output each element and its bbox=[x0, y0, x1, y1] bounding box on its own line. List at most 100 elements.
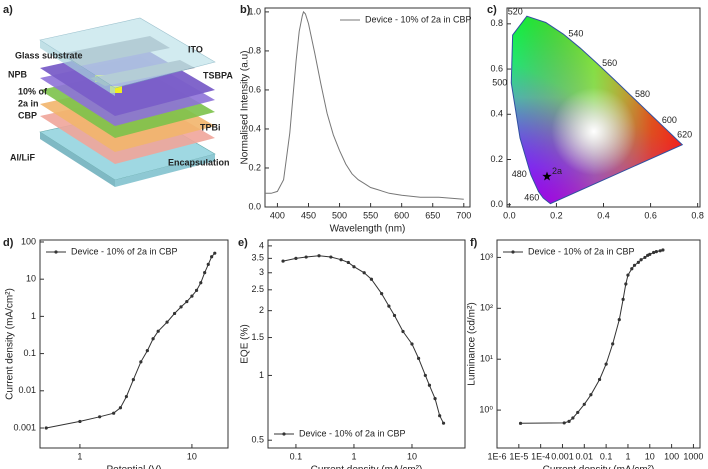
data-point bbox=[190, 294, 194, 298]
y-tick-label: 100 bbox=[21, 236, 36, 246]
panel-label: e) bbox=[238, 237, 248, 249]
y-tick-label: 0.2 bbox=[490, 154, 503, 164]
y-tick-label: 0.4 bbox=[248, 123, 261, 133]
x-tick-label: 500 bbox=[332, 210, 347, 220]
data-point bbox=[369, 277, 374, 281]
y-tick-label: 1.0 bbox=[248, 6, 261, 16]
panel-label: a) bbox=[3, 4, 13, 16]
data-point bbox=[112, 411, 116, 415]
diagram-label: CBP bbox=[18, 110, 37, 120]
plot-frame bbox=[267, 239, 466, 449]
y-tick-label: 2.5 bbox=[251, 284, 264, 294]
gamut-color bbox=[511, 16, 683, 204]
x-tick-label: 450 bbox=[301, 210, 316, 220]
y-tick-label: 3.5 bbox=[251, 253, 264, 263]
cie-point-label: 2a bbox=[552, 166, 562, 176]
x-tick-label: 0.4 bbox=[597, 210, 610, 220]
panel-label: f) bbox=[470, 237, 478, 249]
x-tick-label: 0.001 bbox=[551, 451, 574, 461]
wavelength-label: 560 bbox=[602, 58, 617, 68]
plot-frame bbox=[496, 239, 701, 449]
wavelength-label: 580 bbox=[635, 89, 650, 99]
panel-label: b) bbox=[240, 4, 251, 16]
data-point bbox=[131, 377, 135, 382]
legend-marker bbox=[282, 432, 286, 436]
data-point bbox=[652, 250, 656, 255]
data-point bbox=[199, 281, 203, 285]
data-point bbox=[654, 250, 658, 254]
data-point bbox=[185, 299, 189, 304]
x-tick-label: 0.8 bbox=[691, 210, 704, 220]
data-point bbox=[317, 254, 321, 258]
data-point bbox=[304, 255, 308, 259]
y-axis-label: EQE (%) bbox=[240, 324, 251, 363]
data-point bbox=[423, 373, 427, 378]
x-tick-label: 550 bbox=[363, 210, 378, 220]
panel-label: d) bbox=[3, 237, 14, 249]
y-tick-label: 3 bbox=[259, 267, 264, 277]
y-tick-label: 0.001 bbox=[13, 422, 36, 432]
y-tick-label: 1.5 bbox=[251, 332, 264, 342]
data-point bbox=[410, 342, 414, 346]
data-point bbox=[145, 349, 149, 353]
y-axis-label: Current density (mA/cm²) bbox=[5, 288, 16, 400]
data-point bbox=[151, 337, 155, 341]
x-tick-label: 0.1 bbox=[600, 451, 613, 461]
data-point bbox=[433, 397, 437, 401]
data-point bbox=[571, 416, 575, 420]
data-point bbox=[438, 414, 442, 418]
x-axis-label: Potential (V) bbox=[106, 465, 161, 469]
data-point bbox=[643, 255, 647, 260]
legend-marker bbox=[54, 250, 58, 254]
data-point bbox=[658, 249, 662, 253]
x-tick-label: 1 bbox=[351, 451, 356, 461]
data-point bbox=[626, 273, 630, 277]
data-point bbox=[648, 252, 652, 256]
data-point bbox=[165, 320, 169, 324]
y-tick-label: 0.1 bbox=[23, 348, 36, 358]
y-tick-label: 0.0 bbox=[490, 199, 503, 209]
device-diagram: Glass substrate ITO NPB TSBPA 10% of 2a … bbox=[8, 17, 233, 187]
data-point bbox=[206, 262, 210, 266]
data-point bbox=[362, 271, 366, 275]
diagram-label: 10% of bbox=[18, 86, 48, 96]
data-point bbox=[589, 393, 593, 397]
x-tick-label: 10 bbox=[645, 451, 655, 461]
plot-frame bbox=[264, 7, 471, 208]
data-point bbox=[339, 258, 343, 262]
data-point bbox=[582, 402, 586, 406]
x-tick-label: 10 bbox=[187, 451, 197, 461]
data-point bbox=[567, 419, 571, 423]
y-tick-label: 1 bbox=[31, 311, 36, 321]
data-point bbox=[210, 255, 214, 259]
x-tick-label: 1 bbox=[77, 451, 82, 461]
spectral-locus bbox=[510, 15, 684, 205]
series-line bbox=[520, 249, 664, 424]
data-point bbox=[562, 421, 566, 425]
wavelength-label: 520 bbox=[508, 7, 523, 17]
y-tick-label: 0.6 bbox=[248, 84, 261, 94]
y-tick-label: 1 bbox=[259, 370, 264, 380]
y-axis-label: Luminance (cd/m²) bbox=[467, 302, 478, 385]
x-tick-label: 1E-6 bbox=[487, 451, 506, 461]
y-tick-label: 0.8 bbox=[248, 45, 261, 55]
data-point bbox=[172, 311, 177, 316]
panel-label: c) bbox=[487, 4, 497, 16]
data-point bbox=[194, 288, 199, 292]
series-line bbox=[46, 252, 216, 429]
y-axis-label: Normalised Intensity (a.u) bbox=[240, 51, 251, 165]
data-point bbox=[427, 383, 432, 387]
data-point bbox=[639, 258, 643, 262]
y-tick-label: 0.0 bbox=[248, 201, 261, 211]
x-tick-label: 100 bbox=[664, 451, 679, 461]
data-point bbox=[98, 415, 102, 419]
x-tick-label: 0.6 bbox=[644, 210, 657, 220]
diagram-label: 2a in bbox=[18, 98, 39, 108]
y-tick-label: 0.6 bbox=[490, 63, 503, 73]
diagram-label: ITO bbox=[188, 44, 203, 54]
data-point bbox=[387, 304, 391, 308]
data-point bbox=[329, 255, 333, 259]
legend-label: Device - 10% of 2a in CBP bbox=[365, 14, 472, 24]
series-line bbox=[282, 255, 444, 424]
data-point bbox=[621, 297, 625, 301]
